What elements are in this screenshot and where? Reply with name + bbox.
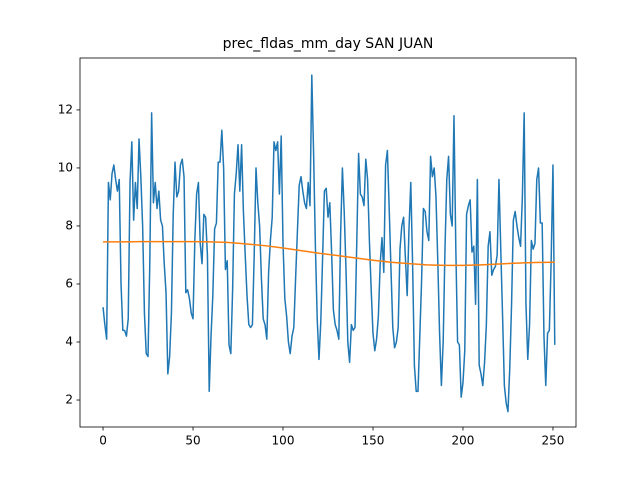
y-tick-label: 6 xyxy=(65,276,73,290)
x-tick-label: 200 xyxy=(452,434,475,448)
x-tick-label: 150 xyxy=(362,434,385,448)
x-tick-label: 250 xyxy=(542,434,565,448)
y-tick-label: 4 xyxy=(65,335,73,349)
chart-title: prec_fldas_mm_day SAN JUAN xyxy=(223,36,434,52)
x-tick-label: 100 xyxy=(272,434,295,448)
plot-frame xyxy=(79,57,577,428)
data-line xyxy=(102,74,556,413)
data-line xyxy=(103,240,555,267)
y-tick-label: 12 xyxy=(58,102,73,116)
y-tick-label: 10 xyxy=(58,160,73,174)
y-tick-label: 8 xyxy=(65,218,73,232)
x-tick-label: 50 xyxy=(185,434,200,448)
y-tick-label: 2 xyxy=(65,393,73,407)
x-tick-label: 0 xyxy=(99,434,107,448)
